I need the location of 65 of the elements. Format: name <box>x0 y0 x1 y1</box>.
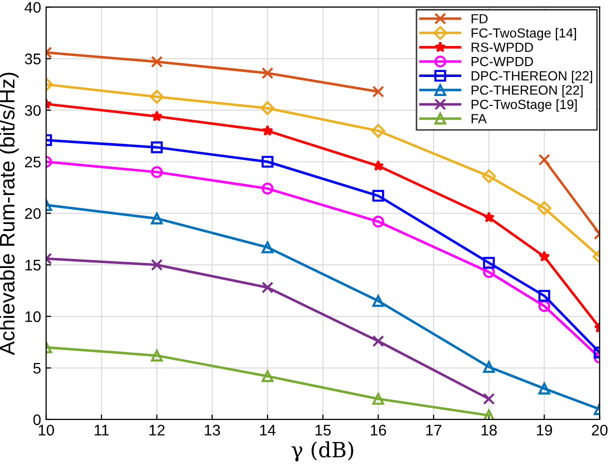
legend-label: PC-THEREON [22] <box>472 85 583 98</box>
x-tick-label: 14 <box>260 424 276 436</box>
y-tick-label: 10 <box>25 311 41 322</box>
x-tick-label: 19 <box>536 424 552 436</box>
y-tick-label: 30 <box>24 105 41 116</box>
point <box>150 350 163 362</box>
point <box>262 182 274 194</box>
x-tick-label: 18 <box>482 424 497 436</box>
point <box>538 290 550 302</box>
point <box>260 101 274 116</box>
legend-label: RS-WPDD <box>472 42 533 52</box>
point <box>483 212 495 222</box>
point <box>538 382 550 394</box>
y-tick-label: 5 <box>33 362 41 374</box>
point <box>372 160 384 171</box>
legend-label: FA <box>472 114 487 124</box>
point <box>372 216 384 228</box>
point <box>372 335 384 348</box>
legend-label: DPC-THEREON [22] <box>472 70 592 84</box>
x-tick-label: 12 <box>149 424 165 436</box>
point <box>150 56 163 68</box>
point <box>262 124 274 136</box>
point <box>262 370 274 382</box>
x-tick-label: 20 <box>592 424 608 436</box>
y-tick-label: 20 <box>25 208 41 219</box>
point <box>372 86 384 98</box>
legend-label: FC-TwoStage [14] <box>472 28 576 40</box>
y-tick-label: 15 <box>25 260 41 271</box>
point <box>483 266 495 278</box>
legend-label: FD <box>472 14 488 24</box>
point <box>150 258 163 271</box>
y-tick-label: 0 <box>33 414 41 426</box>
point <box>482 169 496 184</box>
x-tick-label: 16 <box>370 424 386 436</box>
y-tick-label: 40 <box>24 2 41 13</box>
x-axis-title: γ (dB) <box>292 441 354 462</box>
point <box>483 409 495 420</box>
point <box>372 392 384 405</box>
point <box>150 166 163 178</box>
point <box>262 67 274 79</box>
point <box>150 90 164 104</box>
point <box>372 190 384 202</box>
point <box>538 154 550 166</box>
x-tick-label: 11 <box>94 424 109 436</box>
point <box>150 212 163 224</box>
point <box>538 300 550 312</box>
point <box>150 141 163 154</box>
y-tick-label: 35 <box>24 54 41 64</box>
x-tick-label: 13 <box>204 424 220 436</box>
point <box>262 282 274 294</box>
x-tick-label: 15 <box>316 424 331 436</box>
point <box>483 361 495 373</box>
point <box>483 256 495 269</box>
point <box>537 201 552 216</box>
point <box>371 124 386 138</box>
legend-label: PC-WPDD <box>472 56 533 66</box>
point <box>538 250 550 262</box>
y-tick-label: 25 <box>25 156 41 168</box>
point <box>372 295 384 307</box>
point <box>483 392 495 405</box>
x-tick-label: 17 <box>426 424 442 436</box>
point <box>262 156 274 168</box>
legend-label: PC-TwoStage [19] <box>472 99 577 112</box>
point <box>262 241 274 254</box>
point <box>151 110 162 122</box>
